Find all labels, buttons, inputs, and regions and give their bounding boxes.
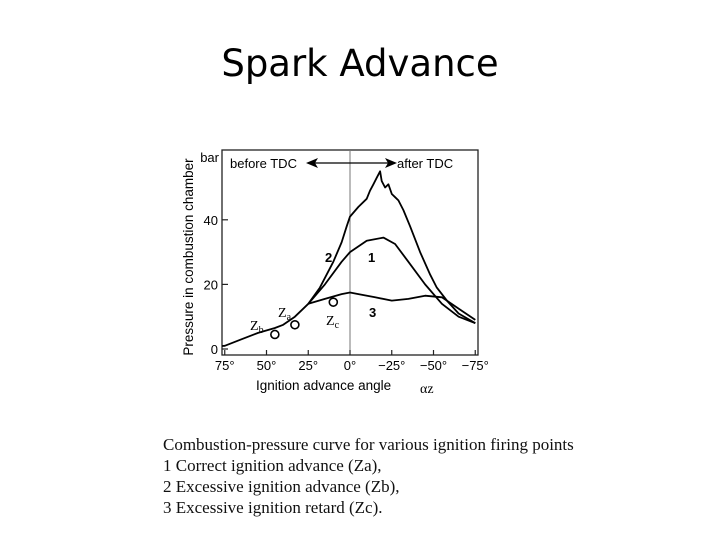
series-1-line: [222, 236, 476, 347]
series-2-line: [307, 170, 476, 324]
slide-title: Spark Advance: [221, 42, 499, 85]
y-tick-label: 40: [204, 213, 218, 228]
y-tick-label: 0: [211, 342, 218, 357]
x-axis-title: Ignition advance angle: [256, 378, 391, 393]
ignition-label-zc: Zc: [326, 314, 340, 331]
series-3-line: [308, 291, 476, 321]
x-tick-label: −25°: [378, 358, 405, 373]
x-tick-label: −75°: [462, 358, 489, 373]
ignition-label-zb: Zb: [250, 319, 264, 336]
x-tick-label: 25°: [298, 358, 318, 373]
y-tick-label: 20: [204, 277, 218, 292]
x-axis-symbol: αz: [420, 382, 434, 397]
caption-line-1: 1 Correct ignition advance (Za),: [163, 456, 382, 475]
figure-caption: Combustion-pressure curve for various ig…: [163, 434, 683, 518]
y-axis-title: Pressure in combustion chamber: [181, 158, 196, 356]
curves-group: [222, 170, 476, 347]
arrow-right-head: [385, 158, 397, 168]
before-tdc-label: before TDC: [230, 156, 297, 171]
after-tdc-label: after TDC: [397, 156, 453, 171]
caption-line-3: 3 Excessive ignition retard (Zc).: [163, 498, 383, 517]
y-unit-label: bar: [200, 150, 219, 165]
ignition-point-za: [290, 319, 300, 330]
caption-heading: Combustion-pressure curve for various ig…: [163, 435, 574, 454]
x-tick-label: 75°: [215, 358, 235, 373]
x-tick-label: 0°: [344, 358, 356, 373]
caption-line-2: 2 Excessive ignition advance (Zb),: [163, 477, 400, 496]
ignition-point-zc: [328, 297, 339, 307]
x-tick-label: −50°: [420, 358, 447, 373]
ignition-point-zb: [270, 329, 280, 340]
ignition-label-za: Za: [278, 306, 292, 323]
x-tick-label: 50°: [257, 358, 277, 373]
series-2-label: 2: [325, 250, 332, 265]
series-1-label: 1: [368, 250, 375, 265]
arrow-left-head: [306, 158, 318, 168]
series-3-label: 3: [369, 305, 376, 320]
